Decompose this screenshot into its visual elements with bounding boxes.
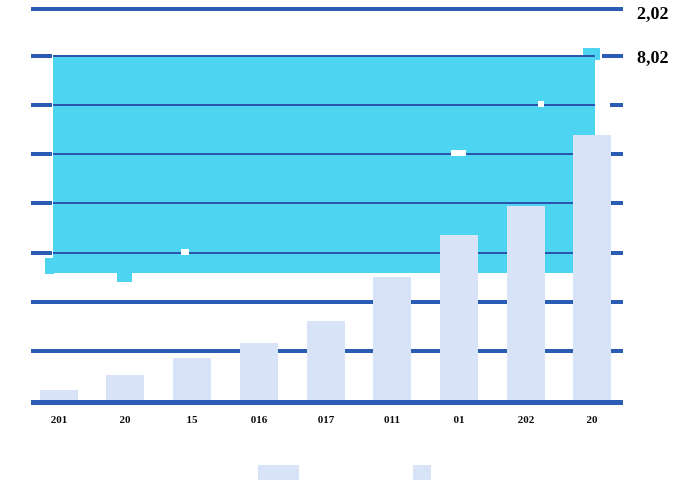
gridline-gap-2 [538,101,544,107]
gridline-u2 [31,300,623,304]
bar-201 [40,390,78,400]
bar-20 [573,135,611,400]
gridline-u6-right-dash [610,103,623,107]
x-tick-label-5: 011 [384,414,400,426]
bar-017 [307,321,345,400]
bar-011 [373,277,411,400]
x-tick-label-1: 20 [119,414,131,426]
bar-01 [440,235,478,400]
right-axis-label-top: 2,02 [637,3,669,23]
x-tick-label-0: 201 [50,414,68,426]
cyan-band-step-top-right [583,48,600,60]
right-axis-label-bottom: 8,02 [637,47,669,67]
gridline-u4-left-dash [31,201,52,205]
legend-swatch-wide [258,465,299,480]
gridline-u6-left-dash [31,103,52,107]
gridline-u7-mid [53,55,595,57]
cyan-band-step-bottom-left [45,258,54,274]
gridline-u5-mid [53,153,595,155]
gridline-u4-right-dash [610,201,623,205]
grid-top-line [31,7,623,11]
x-tick-label-6: 01 [453,414,465,426]
gridline-u7-left-dash [31,54,52,58]
legend-swatch-narrow [413,465,431,480]
bar-20 [106,375,144,400]
bar-202 [507,206,545,400]
gridline-u5-left-dash [31,152,52,156]
bar-15 [173,358,211,400]
x-tick-label-7: 202 [517,414,535,426]
gridline-u7-right-dash [602,54,623,58]
cyan-band [53,57,595,273]
gridline-u4-mid [53,202,595,204]
gridline-u5-right-dash [610,152,623,156]
gridline-u3-mid [53,252,595,254]
cyan-band-notch-bottom [117,272,132,282]
gridline-u3-right-dash [610,251,623,255]
gridline-u3-left-dash [31,251,52,255]
gridline-gap-3 [181,249,189,255]
x-tick-label-3: 016 [250,414,268,426]
x-tick-label-4: 017 [317,414,335,426]
x-tick-label-2: 15 [186,414,198,426]
gridline-gap-1 [451,150,466,156]
bar-016 [240,343,278,400]
x-tick-label-8: 20 [586,414,598,426]
gridline-u6-mid [53,104,595,106]
x-axis-line [31,400,623,405]
